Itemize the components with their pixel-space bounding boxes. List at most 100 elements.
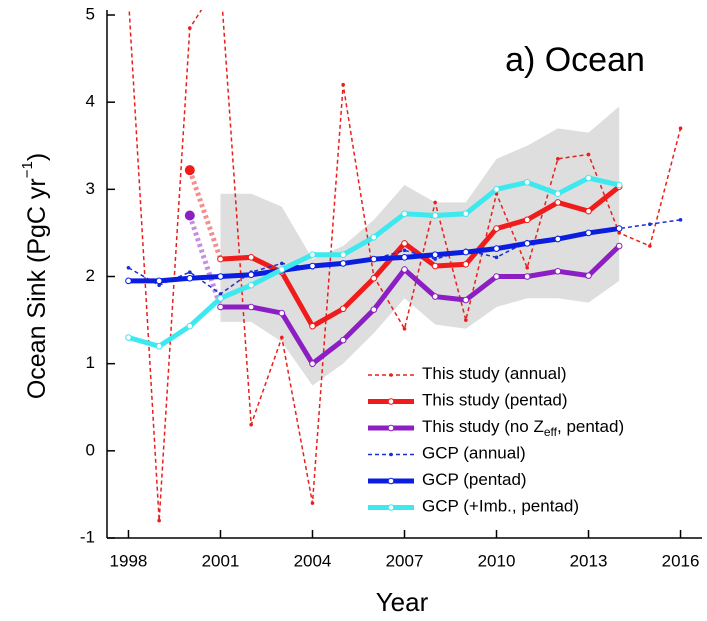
point: [309, 251, 316, 259]
point: [217, 294, 224, 302]
legend-marker: [389, 452, 393, 457]
point: [247, 271, 255, 279]
plot-area: [125, 10, 683, 523]
point: [648, 244, 652, 248]
series-line: [220, 244, 621, 368]
point: [217, 303, 224, 311]
point: [247, 281, 255, 289]
point: [280, 335, 284, 340]
point: [648, 222, 652, 226]
point: [585, 229, 592, 237]
point: [678, 218, 683, 222]
x-tick-label: 2013: [570, 551, 608, 570]
point: [462, 260, 470, 268]
point: [431, 212, 439, 219]
point: [615, 181, 623, 189]
legend-text: This study (annual): [422, 364, 567, 383]
point: [493, 186, 500, 193]
point: [401, 266, 408, 273]
point: [493, 273, 500, 280]
y-tick-label: 2: [86, 266, 95, 285]
point: [184, 165, 195, 176]
y-tick-label: 3: [86, 179, 95, 198]
point: [464, 318, 468, 322]
point: [462, 248, 470, 256]
point: [370, 274, 378, 282]
legend-text: eff: [544, 425, 558, 439]
point: [280, 261, 284, 266]
point: [462, 210, 470, 218]
legend-marker: [387, 504, 395, 511]
point: [615, 225, 623, 232]
uncertainty-band: [220, 106, 620, 386]
point: [370, 233, 378, 241]
point: [431, 251, 439, 259]
y-axis-label: Ocean Sink (PgC yr−1): [19, 153, 51, 399]
point: [309, 360, 316, 367]
point: [402, 327, 407, 331]
point: [401, 210, 408, 218]
point: [218, 292, 223, 296]
point: [125, 334, 132, 341]
point: [155, 277, 163, 285]
point: [184, 210, 195, 221]
point: [339, 336, 347, 344]
point: [249, 422, 253, 427]
point: [585, 207, 592, 215]
point: [339, 260, 347, 267]
y-tick-label: 5: [86, 4, 95, 23]
point: [370, 255, 378, 263]
point: [431, 262, 439, 270]
point: [493, 225, 500, 232]
y-label-sup: −1: [19, 161, 36, 178]
y-label-suffix: ): [23, 153, 51, 161]
point: [556, 157, 560, 161]
x-tick-label: 2010: [478, 551, 516, 570]
point: [125, 277, 132, 285]
legend-text: GCP (+Imb., pentad): [422, 497, 579, 516]
point: [309, 322, 316, 330]
legend-label: This study (no Zeff, pentad): [422, 417, 624, 439]
point: [157, 518, 161, 523]
y-tick-label: 0: [86, 440, 95, 459]
point: [523, 240, 531, 247]
point: [278, 266, 286, 273]
point: [586, 152, 591, 157]
point: [217, 273, 224, 280]
point: [523, 216, 531, 224]
point: [401, 240, 408, 247]
point: [188, 270, 192, 274]
legend-text: GCP (annual): [422, 444, 526, 463]
y-tick-label: 4: [86, 92, 95, 111]
point: [433, 257, 437, 261]
point: [188, 26, 192, 30]
y-label-text: Ocean Sink (PgC yr: [23, 178, 51, 399]
point: [615, 242, 623, 250]
point: [310, 501, 315, 505]
point: [339, 251, 347, 259]
point: [278, 309, 286, 317]
x-tick-label: 1998: [110, 551, 148, 570]
chart-title: a) Ocean: [505, 41, 645, 79]
point: [126, 265, 131, 270]
point: [217, 255, 224, 263]
point: [554, 190, 562, 197]
point: [370, 306, 378, 313]
point: [494, 255, 499, 260]
legend-text: , pentad): [557, 417, 624, 436]
legend-marker: [387, 477, 395, 485]
point: [341, 82, 345, 87]
legend-text: GCP (pentad): [422, 470, 527, 489]
legend-text: This study (pentad): [422, 391, 568, 410]
legend-label: GCP (+Imb., pentad): [422, 497, 579, 516]
point: [462, 296, 470, 304]
point: [523, 179, 531, 186]
legend-label: GCP (annual): [422, 444, 526, 463]
series-extension: [187, 169, 223, 260]
point: [157, 283, 161, 288]
legend-label: This study (pentad): [422, 391, 568, 410]
point: [433, 200, 437, 205]
x-tick-label: 2001: [202, 551, 240, 570]
legend-marker: [387, 398, 395, 405]
